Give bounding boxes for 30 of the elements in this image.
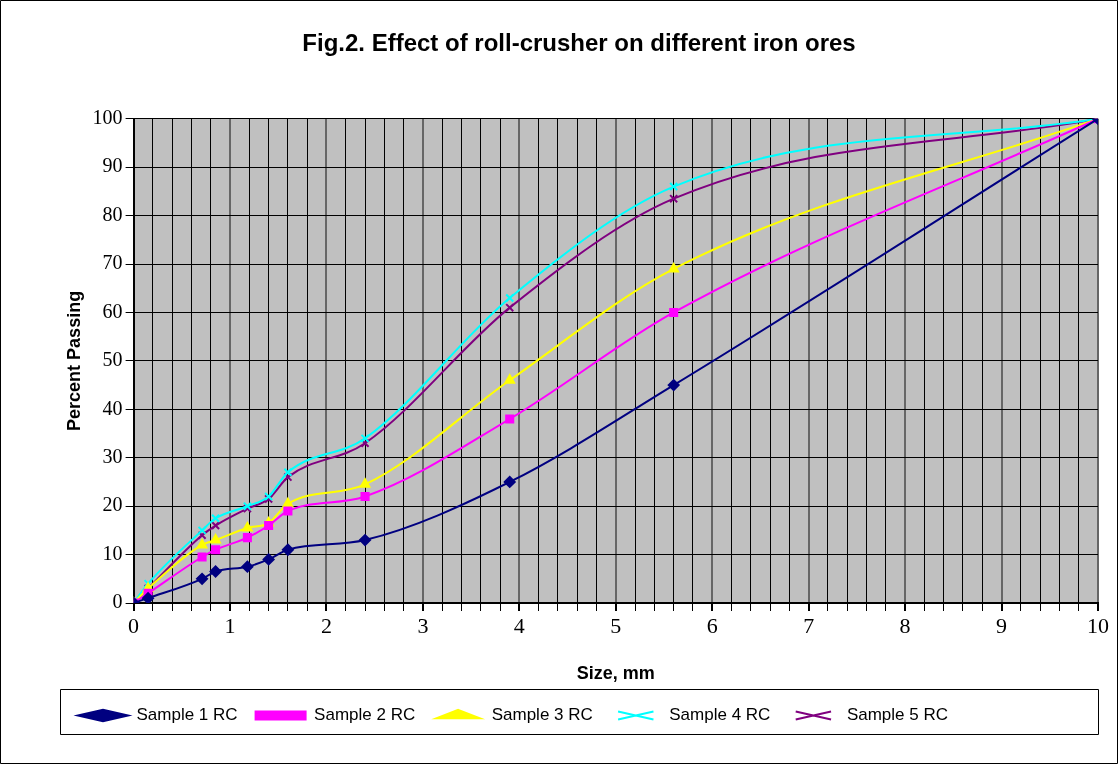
y-tick-label: 20: [102, 493, 123, 516]
y-tick-label: 10: [102, 541, 123, 564]
legend-label: Sample 4 RC: [669, 705, 771, 725]
legend-label: Sample 2 RC: [314, 705, 416, 725]
x-tick-label: 4: [513, 612, 525, 638]
y-tick-label: 100: [92, 106, 123, 129]
x-tick-label: 2: [320, 612, 332, 638]
x-tick-label: 9: [996, 612, 1008, 638]
legend-label: Sample 5 RC: [846, 705, 948, 725]
legend-label: Sample 1 RC: [136, 705, 238, 725]
y-tick-label: 70: [102, 251, 123, 274]
x-tick-label: 1: [224, 612, 236, 638]
y-tick-label: 90: [102, 154, 123, 177]
x-tick-label: 6: [706, 612, 718, 638]
x-tick-label: 8: [899, 612, 911, 638]
y-tick-label: 40: [102, 396, 123, 419]
x-axis-title: Size, mm: [576, 663, 655, 684]
legend-label: Sample 3 RC: [491, 705, 593, 725]
x-tick-label: 5: [610, 612, 622, 638]
chart-title: Fig.2. Effect of roll-crusher on different iron ores: [302, 29, 856, 57]
y-tick-label: 50: [102, 348, 123, 371]
y-tick-label: 60: [102, 299, 123, 322]
y-tick-label: 30: [102, 444, 123, 467]
y-axis-title: Percent Passing: [63, 290, 84, 431]
y-tick-label: 0: [112, 590, 123, 613]
x-tick-label: 3: [417, 612, 429, 638]
y-tick-label: 80: [102, 202, 123, 225]
x-tick-label: 0: [128, 612, 140, 638]
x-tick-label: 7: [803, 612, 815, 638]
x-tick-label: 10: [1087, 612, 1109, 638]
